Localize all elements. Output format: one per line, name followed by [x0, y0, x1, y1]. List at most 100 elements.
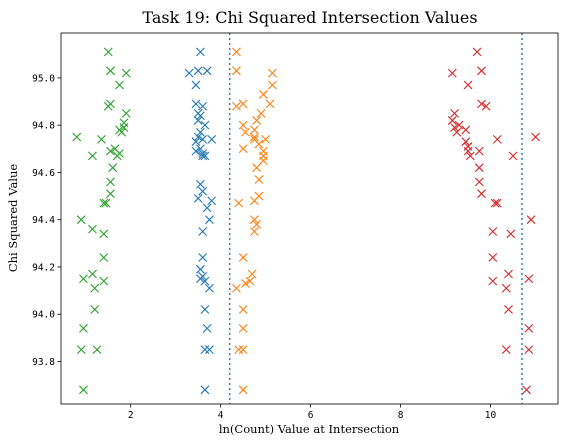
scatter-point-series-4 — [461, 125, 471, 135]
scatter-point-series-3 — [99, 198, 109, 208]
scatter-point-series-4 — [450, 108, 459, 118]
scatter-point-series-1 — [200, 276, 210, 286]
scatter-point-series-4 — [477, 66, 486, 76]
scatter-point-series-4 — [481, 101, 491, 111]
scatter-point-series-3 — [106, 189, 115, 199]
plot-frame — [60, 32, 559, 405]
scatter-point-series-3 — [88, 151, 97, 161]
scatter-point-series-2 — [234, 198, 244, 208]
scatter-point-series-4 — [522, 385, 531, 395]
scatter-point-series-1 — [202, 323, 212, 333]
scatter-point-series-2 — [238, 99, 248, 109]
scatter-point-series-1 — [196, 274, 205, 284]
y-tick-label: 94.2 — [32, 262, 55, 273]
scatter-point-series-4 — [488, 253, 498, 262]
scatter-point-series-4 — [463, 80, 473, 90]
scatter-point-series-2 — [250, 125, 259, 135]
scatter-point-series-2 — [254, 139, 264, 149]
y-tick-label: 94.4 — [32, 215, 55, 226]
scatter-point-series-4 — [506, 229, 516, 239]
scatter-point-series-2 — [238, 253, 248, 262]
scatter-point-series-1 — [202, 203, 212, 213]
scatter-point-series-1 — [200, 305, 210, 314]
scatter-point-series-3 — [119, 123, 129, 132]
scatter-point-series-2 — [252, 220, 262, 229]
scatter-point-series-4 — [474, 146, 484, 156]
scatter-point-series-2 — [265, 99, 275, 109]
scatter-point-series-4 — [454, 120, 464, 130]
scatter-point-series-1 — [205, 215, 214, 225]
scatter-point-series-3 — [76, 345, 86, 355]
axes: 2 4 6 8 10 93.8 94.0 94.2 94.4 94.6 94.8 95.0 — [32, 73, 496, 421]
scatter-point-series-2 — [259, 146, 268, 156]
scatter-point-series-3 — [76, 215, 86, 225]
x-tick-label: 10 — [485, 410, 497, 421]
scatter-point-series-1 — [196, 264, 205, 274]
scatter-point-series-4 — [447, 68, 457, 78]
scatter-point-series-1 — [193, 116, 203, 125]
scatter-point-series-1 — [200, 151, 210, 161]
scatter-point-series-2 — [252, 163, 262, 173]
scatter-point-series-4 — [492, 198, 502, 208]
scatter-point-series-2 — [250, 227, 259, 236]
scatter-point-series-2 — [238, 385, 248, 395]
scatter-point-series-3 — [79, 274, 88, 284]
scatter-point-series-2 — [238, 144, 248, 154]
scatter-point-series-3 — [119, 118, 129, 128]
scatter-point-series-3 — [99, 276, 109, 286]
scatter-point-series-1 — [196, 127, 205, 137]
scatter-point-series-4 — [452, 127, 462, 137]
scatter-point-series-4 — [531, 132, 540, 142]
scatter-point-series-3 — [99, 229, 109, 239]
scatter-point-series-4 — [463, 146, 473, 156]
scatter-point-series-1 — [200, 345, 210, 355]
scatter-point-series-4 — [524, 323, 534, 333]
scatter-point-series-1 — [193, 66, 203, 76]
scatter-point-series-2 — [247, 269, 257, 279]
scatter-point-series-3 — [121, 68, 131, 78]
scatter-point-series-3 — [92, 345, 102, 355]
scatter-point-series-3 — [101, 198, 111, 208]
scatter-point-series-1 — [191, 146, 201, 156]
y-tick-label: 93.8 — [32, 357, 55, 368]
scatter-point-series-3 — [88, 224, 97, 234]
scatter-point-series-2 — [268, 68, 277, 78]
scatter-point-series-4 — [504, 269, 513, 279]
scatter-point-series-1 — [207, 196, 217, 206]
scatter-point-series-3 — [112, 151, 122, 161]
x-tick-label: 4 — [218, 410, 224, 421]
scatter-point-series-3 — [88, 269, 97, 279]
scatter-point-series-3 — [115, 80, 124, 90]
scatter-point-series-2 — [268, 80, 277, 90]
scatter-point-series-1 — [205, 283, 214, 293]
scatter-point-series-1 — [198, 253, 208, 262]
scatter-point-series-4 — [461, 137, 471, 147]
x-tick-label: 6 — [308, 410, 314, 421]
scatter-point-series-3 — [99, 253, 109, 262]
y-axis-label: Chi Squared Value — [6, 164, 20, 273]
scatter-point-series-1 — [196, 179, 205, 189]
scatter-point-series-2 — [232, 101, 241, 111]
scatter-point-series-3 — [106, 146, 115, 156]
scatter-point-series-2 — [250, 215, 259, 225]
scatter-point-series-3 — [108, 163, 118, 173]
scatter-point-series-1 — [196, 144, 205, 154]
scatter-point-series-1 — [184, 68, 194, 78]
scatter-point-series-4 — [504, 305, 513, 314]
plot-area — [72, 33, 540, 404]
scatter-point-series-3 — [72, 132, 82, 142]
scatter-point-series-4 — [488, 276, 498, 286]
scatter-point-series-4 — [501, 283, 511, 293]
y-tick-label: 94.0 — [32, 310, 55, 321]
x-axis-label: ln(Count) Value at Intersection — [219, 422, 400, 436]
scatter-point-series-1 — [202, 66, 212, 76]
scatter-point-series-2 — [238, 305, 248, 314]
scatter-point-series-3 — [97, 134, 106, 144]
scatter-point-series-4 — [501, 345, 511, 355]
scatter-point-series-2 — [232, 47, 241, 57]
scatter-point-series-3 — [79, 323, 88, 333]
scatter-point-series-1 — [198, 101, 208, 111]
scatter-point-series-3 — [106, 66, 115, 76]
scatter-point-series-1 — [205, 345, 214, 355]
scatter-point-series-1 — [191, 99, 201, 109]
